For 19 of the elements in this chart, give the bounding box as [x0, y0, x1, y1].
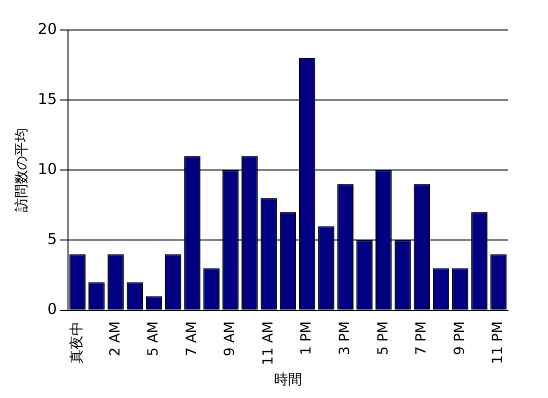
x-axis-title: 時間 [274, 372, 302, 388]
x-tick-label: 7 AM [184, 321, 200, 356]
y-tick-label: 20 [38, 20, 57, 38]
y-tick-label: 5 [47, 230, 57, 248]
x-tick-label: 1 PM [298, 321, 315, 356]
x-tick-label: 7 PM [414, 321, 430, 356]
y-tick-label: 15 [38, 90, 57, 108]
x-tick-label: 11 PM [490, 321, 506, 364]
x-tick-label: 9 AM [222, 321, 238, 356]
y-axis-title: 訪問数の平均 [14, 128, 30, 212]
x-tick-label: 9 PM [452, 321, 468, 356]
y-tick-label: 10 [38, 160, 57, 178]
x-tick-label: 5 PM [375, 321, 392, 356]
x-tick-label: 3 PM [336, 321, 353, 356]
y-tick-label: 0 [47, 300, 57, 318]
x-tick-label: 真夜中 [69, 321, 86, 364]
x-tick-label: 2 AM [107, 321, 124, 356]
x-tick-label: 5 AM [146, 321, 162, 356]
x-tick-label: 11 AM [260, 321, 276, 366]
